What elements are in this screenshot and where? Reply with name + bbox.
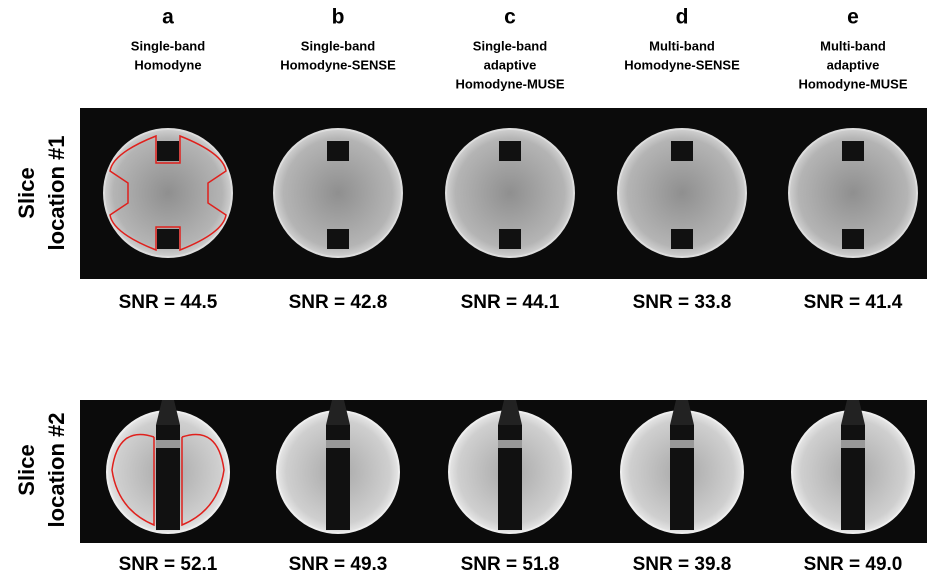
phantom-insert bbox=[671, 141, 693, 161]
column-label: Homodyne-MUSE bbox=[455, 76, 564, 91]
column-letter: a bbox=[162, 6, 174, 29]
column-label: adaptive bbox=[484, 57, 537, 72]
phantom-insert bbox=[327, 141, 349, 161]
column-label: Single-band bbox=[131, 38, 205, 53]
phantom-insert bbox=[157, 141, 179, 161]
column-label: Single-band bbox=[473, 38, 547, 53]
column-label: Homodyne-MUSE bbox=[798, 76, 907, 91]
row-label: location #1 bbox=[44, 136, 69, 251]
column-label: Multi-band bbox=[820, 38, 886, 53]
column-letter: b bbox=[332, 6, 345, 29]
row-label: Slice bbox=[14, 444, 39, 495]
snr-label: SNR = 52.1 bbox=[119, 554, 218, 575]
snr-label: SNR = 44.5 bbox=[119, 292, 218, 313]
column-label: Single-band bbox=[301, 38, 375, 53]
phantom-insert bbox=[499, 141, 521, 161]
phantom-band bbox=[670, 440, 694, 448]
phantom-insert bbox=[842, 229, 864, 249]
phantom-insert bbox=[157, 229, 179, 249]
phantom-insert bbox=[499, 229, 521, 249]
snr-label: SNR = 49.3 bbox=[289, 554, 388, 575]
phantom-insert bbox=[327, 229, 349, 249]
phantom-band bbox=[498, 440, 522, 448]
snr-label: SNR = 41.4 bbox=[804, 292, 903, 313]
phantom-band bbox=[326, 440, 350, 448]
row-label: Slice bbox=[14, 167, 39, 218]
snr-label: SNR = 39.8 bbox=[633, 554, 732, 575]
column-letter: c bbox=[504, 6, 516, 29]
phantom-insert bbox=[842, 141, 864, 161]
snr-label: SNR = 33.8 bbox=[633, 292, 732, 313]
snr-label: SNR = 51.8 bbox=[461, 554, 560, 575]
column-label: Multi-band bbox=[649, 38, 715, 53]
snr-label: SNR = 49.0 bbox=[804, 554, 903, 575]
phantom-band bbox=[841, 440, 865, 448]
figure: a Single-band Homodyne b Single-band Homodyne… bbox=[0, 0, 927, 579]
column-letter: d bbox=[676, 6, 689, 29]
column-label: Homodyne bbox=[134, 57, 201, 72]
row-label: location #2 bbox=[44, 413, 69, 528]
column-label: adaptive bbox=[827, 57, 880, 72]
column-label: Homodyne-SENSE bbox=[624, 57, 740, 72]
snr-label: SNR = 42.8 bbox=[289, 292, 388, 313]
phantom-band bbox=[156, 440, 180, 448]
phantom-insert bbox=[671, 229, 693, 249]
snr-label: SNR = 44.1 bbox=[461, 292, 560, 313]
column-letter: e bbox=[847, 6, 859, 29]
column-label: Homodyne-SENSE bbox=[280, 57, 396, 72]
